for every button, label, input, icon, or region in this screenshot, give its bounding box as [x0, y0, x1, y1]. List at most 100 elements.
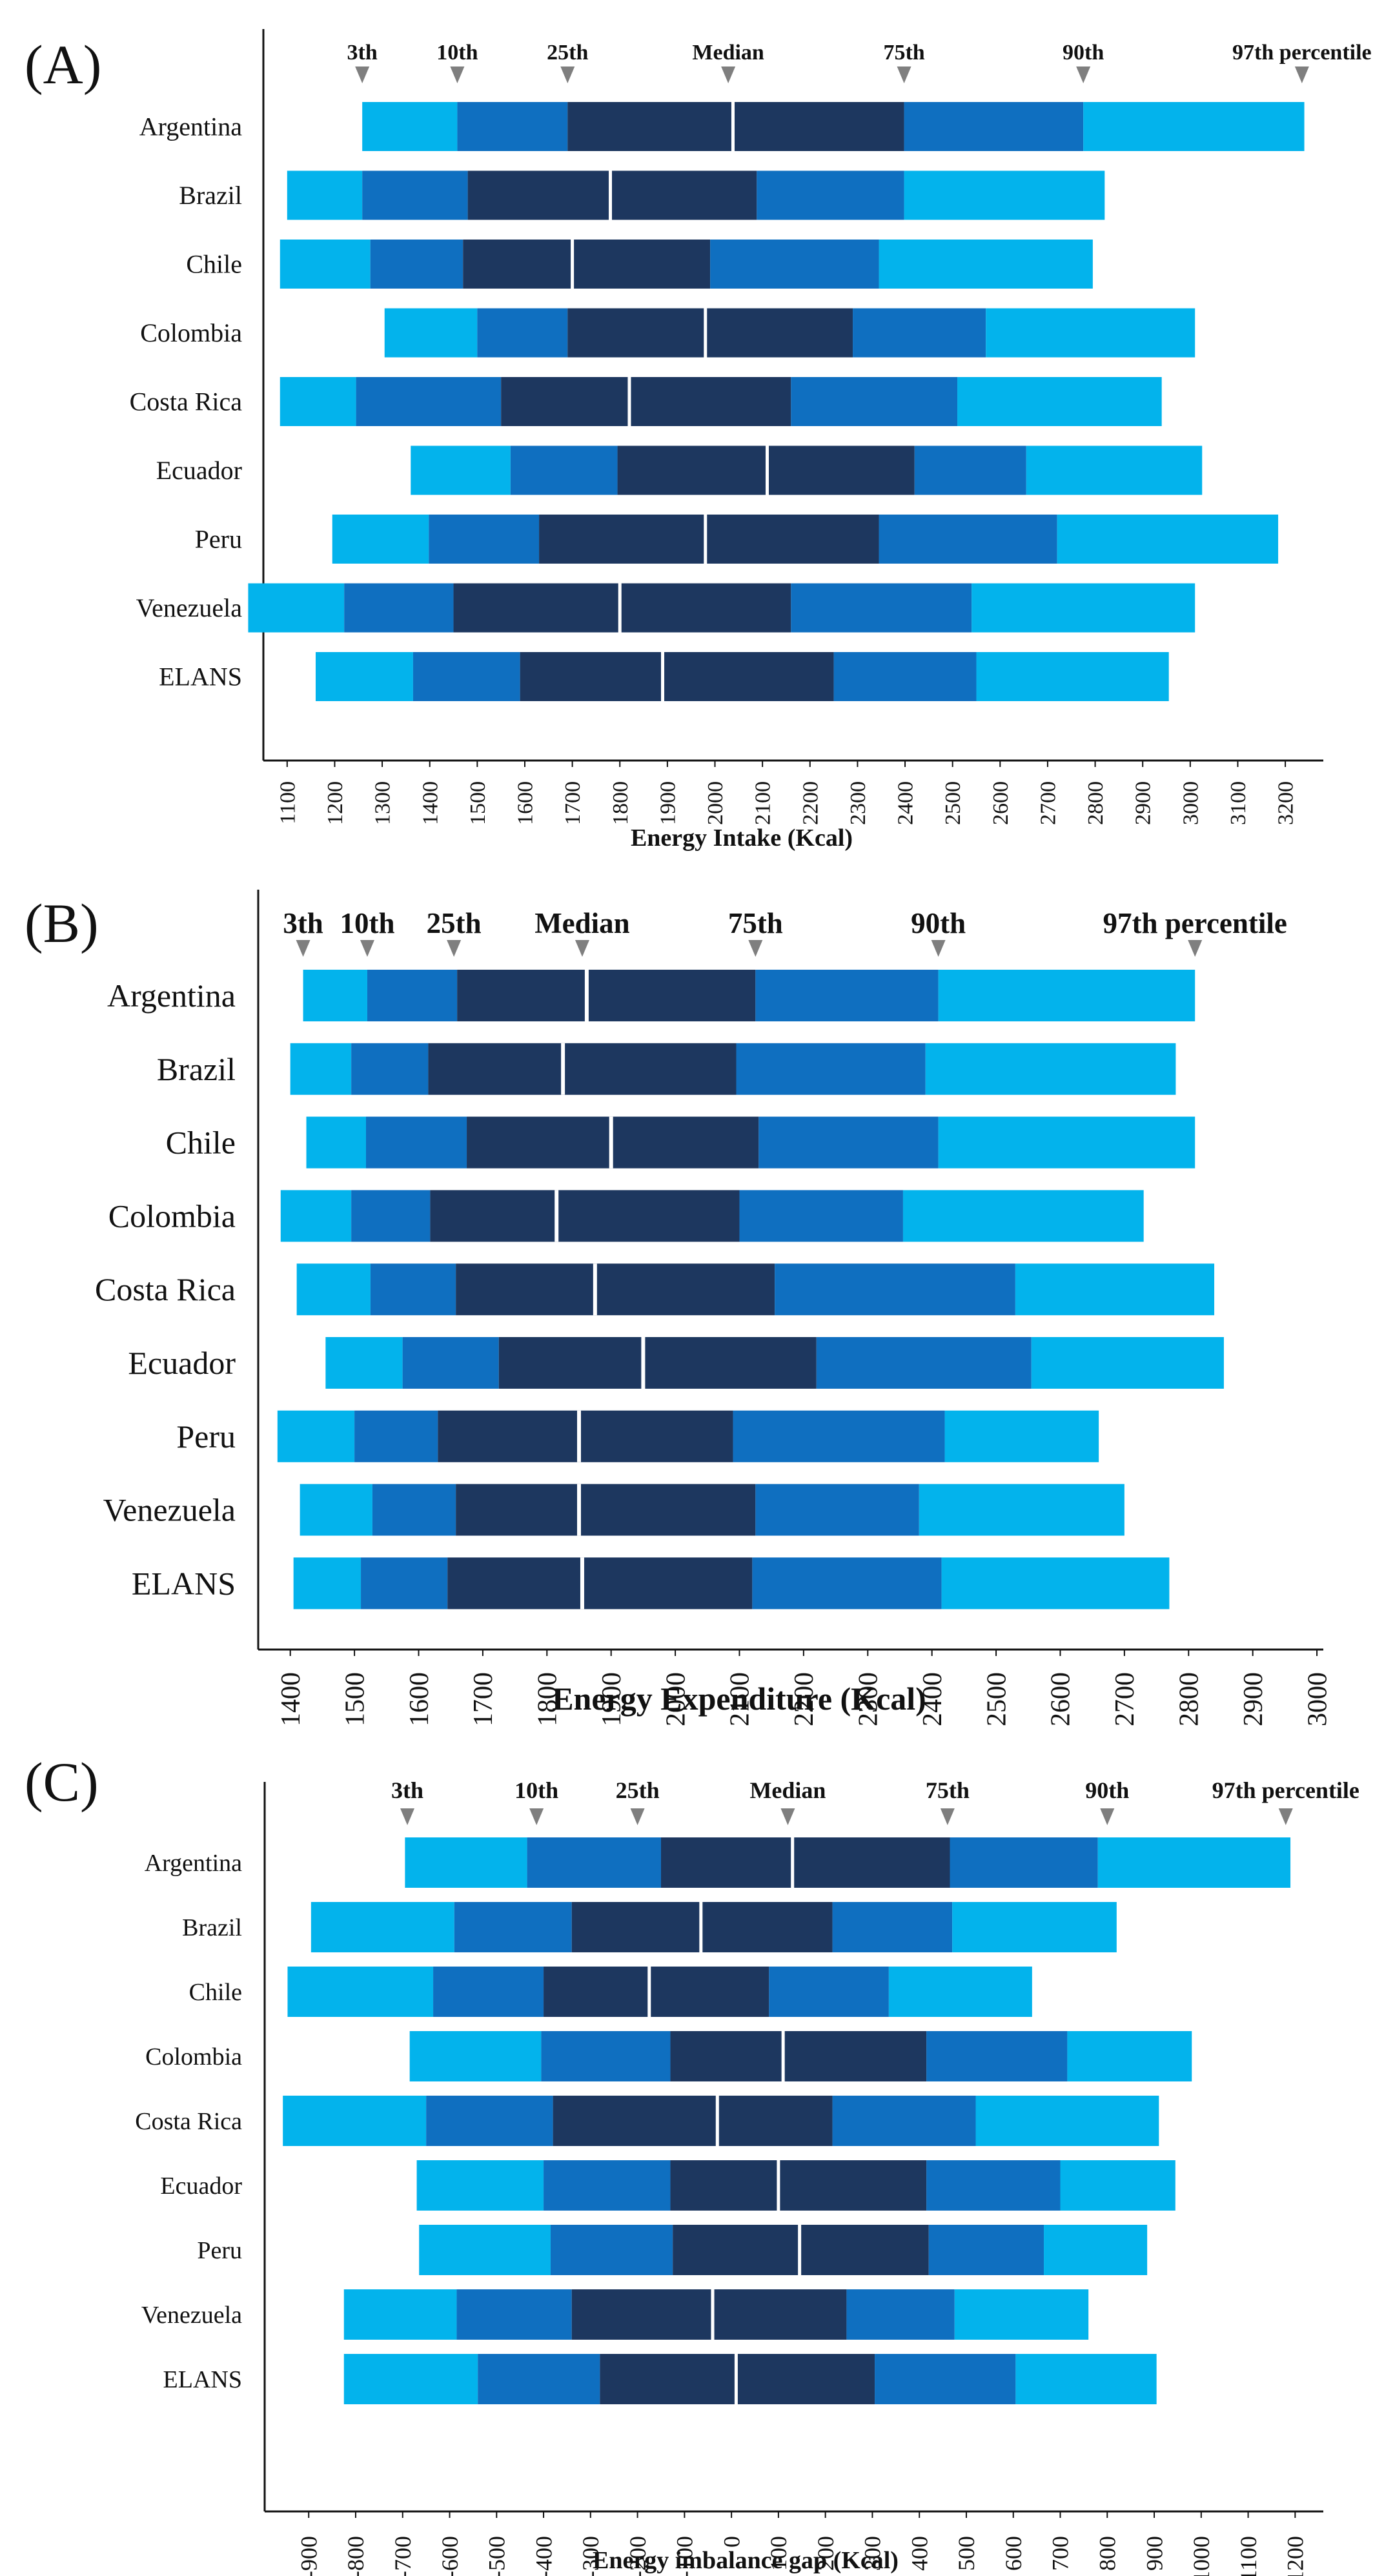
bar-segment [758, 1116, 939, 1169]
x-tick-label: 2400 [894, 781, 918, 825]
percentile-marker [400, 1808, 415, 1825]
bar-segment [832, 2096, 976, 2146]
x-tick-label: 1700 [469, 1672, 498, 1726]
bar-segment [904, 170, 1105, 220]
x-tick-label: 2500 [941, 781, 965, 825]
percentile-marker [1100, 1808, 1115, 1825]
energy-imbalance-chart: 3th 10th 25th Median 75th 90th 97th percentile… [135, 1777, 1359, 2576]
x-tick-label: 500 [953, 2536, 979, 2571]
category-label: Ecuador [156, 456, 242, 485]
x-tick-label: 2200 [789, 1672, 819, 1726]
category-label: Peru [176, 1418, 236, 1455]
x-tick-label: 1600 [514, 781, 538, 825]
category-label: Colombia [145, 2043, 242, 2070]
bar-segment [1044, 2225, 1148, 2275]
percentile-marker [1076, 66, 1091, 83]
bar-segment [405, 1837, 527, 1888]
bar-segment [351, 1190, 431, 1242]
x-tick-label: -900 [296, 2536, 321, 2576]
bar-segment [1026, 445, 1203, 495]
bar-segment [832, 1902, 953, 1952]
bar-segment [447, 1557, 753, 1610]
x-tick-label: 2600 [1046, 1672, 1076, 1726]
bar-segment [300, 1484, 372, 1536]
bar-segment [567, 102, 904, 151]
x-tick-label: 700 [1048, 2536, 1074, 2571]
category-label: Colombia [140, 318, 242, 347]
bar-segment [370, 240, 463, 289]
percentile-label: 97th percentile [1212, 1777, 1359, 1803]
bar-segment [467, 170, 757, 220]
bar-segment [293, 1557, 361, 1610]
category-label: Peru [195, 525, 242, 554]
bar-segment [454, 1902, 572, 1952]
percentile-label: Median [534, 907, 630, 939]
x-tick-label: 2000 [704, 781, 728, 825]
x-tick-label: 2200 [799, 781, 822, 825]
bar-segment [879, 240, 1093, 289]
bar-segment [875, 2354, 1016, 2404]
bar-segment [362, 170, 468, 220]
bar-segment [938, 1116, 1196, 1169]
bar-segment [477, 308, 568, 358]
bar-segment [567, 308, 853, 358]
category-label: Chile [186, 250, 242, 279]
bar-segment [457, 102, 568, 151]
panel-b: (B) 3th 10th 25th Median 75th 90th 97th percen… [0, 859, 1384, 1726]
bar-segment [370, 1263, 456, 1316]
percentile-marker [897, 66, 911, 83]
percentile-marker [560, 66, 575, 83]
bar-segment [710, 240, 879, 289]
percentile-marker [931, 940, 946, 957]
x-tick-label: 1900 [597, 1672, 627, 1726]
bar-segment [362, 102, 458, 151]
x-tick-label: 2400 [918, 1672, 948, 1726]
bar-segment [938, 970, 1196, 1021]
percentile-label: 90th [911, 907, 966, 939]
percentile-marker [1294, 66, 1309, 83]
bar-segment [409, 2031, 542, 2081]
x-tick-label: 2600 [989, 781, 1013, 825]
bar-segment [290, 1043, 352, 1095]
category-label: ELANS [159, 662, 242, 691]
x-tick-label: 200 [813, 2536, 839, 2571]
percentile-label: 10th [340, 907, 394, 939]
x-tick-label: 2100 [726, 1672, 755, 1726]
bar-segment [928, 2225, 1044, 2275]
x-tick-label: 1900 [656, 781, 680, 825]
x-tick-label: 100 [766, 2536, 791, 2571]
bar-segment [670, 2031, 927, 2081]
percentile-label: 3th [391, 1777, 423, 1803]
x-tick-label: 2500 [982, 1672, 1012, 1726]
bar-segment [343, 2354, 478, 2404]
percentile-label: 10th [436, 41, 478, 65]
bar-segment [541, 2031, 671, 2081]
bar-segment [660, 1837, 950, 1888]
percentile-marker [721, 66, 736, 83]
bar-segment [1031, 1337, 1224, 1389]
bar-segment [833, 652, 977, 701]
percentile-marker [296, 940, 310, 957]
percentile-marker [780, 1808, 795, 1825]
bar-segment [757, 170, 904, 220]
percentile-marker [450, 66, 465, 83]
category-label: Brazil [157, 1051, 236, 1087]
bar-segment [544, 2160, 671, 2211]
bar-segment [544, 1967, 769, 2017]
x-axis-title: Energy imbalance gap (Kcal) [593, 2547, 899, 2574]
category-label: ELANS [132, 1565, 236, 1601]
bar-segment [280, 377, 356, 426]
bar-segment [498, 1337, 817, 1389]
bar-segment [344, 583, 454, 633]
energy-expenditure-chart: 3th 10th 25th Median 75th 90th 97th percentile… [95, 890, 1332, 1726]
bar-segment [384, 308, 478, 358]
category-label: Ecuador [128, 1345, 236, 1381]
bar-segment [412, 652, 520, 701]
bar-segment [430, 1190, 740, 1242]
x-axis-title: Energy Expenditure (Kcal) [552, 1681, 926, 1717]
bar-segment [902, 1190, 1144, 1242]
bar-segment [296, 1263, 371, 1316]
bar-segment [1057, 515, 1279, 564]
percentile-marker [1278, 1808, 1293, 1825]
percentile-marker [355, 66, 370, 83]
